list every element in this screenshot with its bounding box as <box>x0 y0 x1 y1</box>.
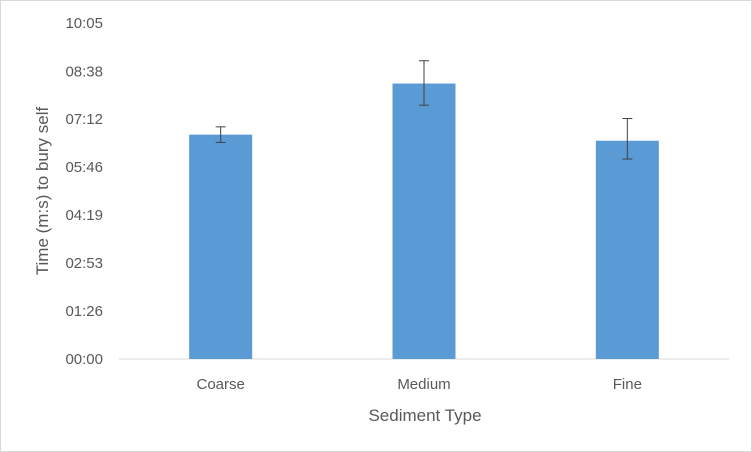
bar-coarse <box>189 134 253 359</box>
x-axis-title: Sediment Type <box>368 406 481 425</box>
x-tick-label: Medium <box>397 376 450 393</box>
bar-fine <box>595 140 659 359</box>
x-tick-label: Fine <box>613 376 642 393</box>
x-tick-label: Coarse <box>196 376 244 393</box>
y-tick-label: 08:38 <box>65 63 103 80</box>
x-axis-ticks: Coarse Medium Fine <box>196 376 641 393</box>
y-tick-label: 07:12 <box>65 111 103 128</box>
y-axis-title: Time (m:s) to bury self <box>33 107 52 276</box>
y-axis-ticks: 00:00 01:26 02:53 04:19 05:46 07:12 08:38 10:05 <box>65 15 103 368</box>
error-bars <box>215 60 633 160</box>
y-tick-label: 00:00 <box>65 351 103 368</box>
error-bar-fine <box>622 118 633 160</box>
error-bar-medium <box>419 60 429 106</box>
bar-medium <box>392 83 456 360</box>
error-bar-coarse <box>215 126 226 143</box>
bars <box>189 83 659 360</box>
y-tick-label: 05:46 <box>65 159 103 176</box>
y-tick-label: 10:05 <box>65 15 103 32</box>
y-tick-label: 02:53 <box>65 255 103 272</box>
y-tick-label: 04:19 <box>65 207 103 224</box>
y-tick-label: 01:26 <box>65 303 103 320</box>
